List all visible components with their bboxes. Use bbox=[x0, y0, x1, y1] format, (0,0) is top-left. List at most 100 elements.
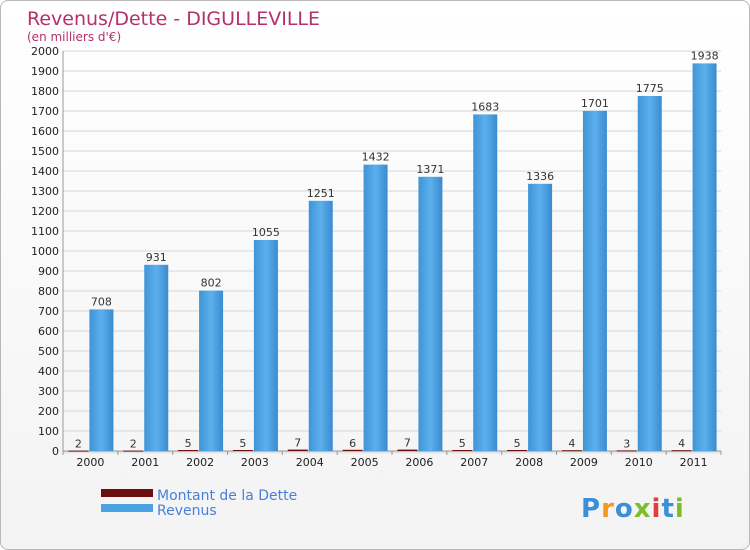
dette-bar bbox=[561, 450, 582, 452]
y-tick-label: 500 bbox=[38, 345, 59, 358]
revenus-value-label: 931 bbox=[146, 251, 167, 264]
legend-swatch-revenus bbox=[101, 504, 153, 512]
revenus-bar bbox=[692, 63, 717, 452]
revenus-value-label: 1055 bbox=[252, 226, 280, 239]
dette-value-label: 3 bbox=[623, 437, 630, 450]
y-tick-label: 100 bbox=[38, 425, 59, 438]
x-tick-label: 2010 bbox=[625, 456, 653, 469]
legend: Montant de la Dette Revenus bbox=[101, 488, 297, 519]
x-axis: 2000 2001 2002 2003 2004 2005 2006 2007 2008 2009… bbox=[62, 451, 722, 469]
dette-value-label: 5 bbox=[459, 437, 466, 450]
dette-bar bbox=[452, 450, 473, 451]
proxiti-logo: Proxiti bbox=[581, 494, 685, 524]
y-tick-label: 1500 bbox=[31, 145, 59, 158]
revenus-bar bbox=[144, 264, 169, 451]
y-tick-label: 300 bbox=[38, 385, 59, 398]
revenus-value-label: 1683 bbox=[471, 100, 499, 113]
x-tick-label: 2003 bbox=[241, 456, 269, 469]
dette-value-label: 5 bbox=[514, 437, 521, 450]
dette-value-label: 2 bbox=[75, 438, 82, 451]
revenus-value-label: 1775 bbox=[636, 82, 664, 95]
y-tick-label: 800 bbox=[38, 285, 59, 298]
y-tick-label: 0 bbox=[52, 445, 59, 458]
x-tick-label: 2006 bbox=[405, 456, 433, 469]
dette-value-label: 5 bbox=[239, 437, 246, 450]
dette-bar bbox=[232, 450, 253, 451]
dette-value-label: 6 bbox=[349, 437, 356, 450]
legend-label-dette: Montant de la Dette bbox=[157, 488, 297, 504]
y-tick-label: 1300 bbox=[31, 185, 59, 198]
revenus-bar bbox=[528, 183, 553, 452]
revenus-value-label: 802 bbox=[201, 277, 222, 290]
revenus-value-label: 708 bbox=[91, 295, 112, 308]
revenus-bar bbox=[473, 114, 498, 452]
revenus-bar bbox=[89, 309, 114, 451]
y-tick-label: 1900 bbox=[31, 65, 59, 78]
x-tick-label: 2000 bbox=[76, 456, 104, 469]
x-tick-label: 2002 bbox=[186, 456, 214, 469]
legend-label-revenus: Revenus bbox=[157, 503, 217, 519]
logo-letter: r bbox=[601, 494, 615, 524]
y-tick-label: 1700 bbox=[31, 105, 59, 118]
y-tick-label: 2000 bbox=[31, 45, 59, 58]
y-tick-label: 700 bbox=[38, 305, 59, 318]
revenus-bar bbox=[582, 110, 607, 452]
dette-bar bbox=[68, 450, 89, 452]
revenus-bar bbox=[363, 164, 388, 451]
legend-swatch-dette bbox=[101, 489, 153, 497]
dette-value-label: 4 bbox=[678, 437, 685, 450]
y-tick-label: 1200 bbox=[31, 205, 59, 218]
revenus-value-label: 1251 bbox=[307, 187, 335, 200]
revenus-value-label: 1432 bbox=[362, 151, 390, 164]
y-tick-label: 600 bbox=[38, 325, 59, 338]
dette-bar bbox=[671, 450, 692, 452]
dette-bar bbox=[287, 449, 308, 451]
chart-title: Revenus/Dette - DIGULLEVILLE bbox=[27, 8, 320, 30]
logo-letter: i bbox=[675, 494, 685, 524]
revenus-bar bbox=[199, 290, 224, 451]
y-tick-label: 1100 bbox=[31, 225, 59, 238]
dette-value-label: 7 bbox=[294, 437, 301, 450]
revenus-value-label: 1701 bbox=[581, 97, 609, 110]
y-tick-label: 1800 bbox=[31, 85, 59, 98]
x-tick-label: 2011 bbox=[680, 456, 708, 469]
x-tick-label: 2008 bbox=[515, 456, 543, 469]
data-labels: 2 708 2 931 5 802 5 1055 7 1251 6 1432 7 1371 5 1683 5 13… bbox=[75, 49, 719, 450]
chart-subtitle: (en milliers d'€) bbox=[27, 30, 121, 44]
dette-value-label: 5 bbox=[185, 437, 192, 450]
y-tick-label: 1600 bbox=[31, 125, 59, 138]
logo-letter: t bbox=[661, 494, 674, 524]
dette-value-label: 7 bbox=[404, 437, 411, 450]
logo-letter: P bbox=[581, 494, 601, 524]
y-tick-label: 200 bbox=[38, 405, 59, 418]
x-tick-label: 2004 bbox=[296, 456, 324, 469]
dette-bar bbox=[123, 450, 144, 452]
revenus-value-label: 1371 bbox=[416, 163, 444, 176]
x-tick-label: 2005 bbox=[351, 456, 379, 469]
dette-value-label: 2 bbox=[130, 438, 137, 451]
dette-bar bbox=[178, 450, 199, 451]
revenus-value-label: 1938 bbox=[691, 49, 719, 62]
dette-bar bbox=[342, 449, 363, 451]
logo-letter: i bbox=[652, 494, 662, 524]
dette-bar bbox=[616, 450, 637, 452]
dette-value-label: 4 bbox=[568, 437, 575, 450]
x-tick-label: 2009 bbox=[570, 456, 598, 469]
x-tick-label: 2001 bbox=[131, 456, 159, 469]
x-tick-label: 2007 bbox=[460, 456, 488, 469]
revenus-bar bbox=[637, 96, 662, 451]
bars bbox=[68, 63, 717, 452]
y-tick-label: 900 bbox=[38, 265, 59, 278]
revenus-bar bbox=[308, 200, 333, 451]
revenus-bar bbox=[418, 176, 443, 452]
grid bbox=[63, 50, 721, 454]
revenus-value-label: 1336 bbox=[526, 170, 554, 183]
revenus-bar bbox=[253, 240, 278, 451]
logo-letter: o bbox=[615, 494, 634, 524]
y-tick-label: 1000 bbox=[31, 245, 59, 258]
y-tick-label: 400 bbox=[38, 365, 59, 378]
y-tick-label: 1400 bbox=[31, 165, 59, 178]
dette-bar bbox=[397, 449, 418, 451]
